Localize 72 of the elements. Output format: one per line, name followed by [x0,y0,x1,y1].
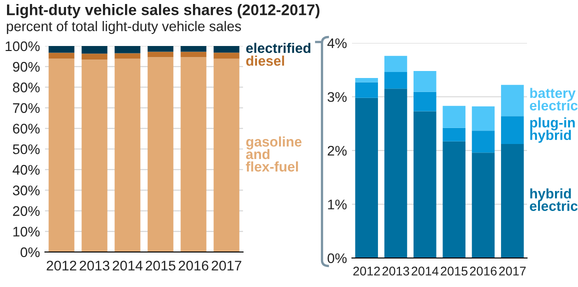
bar [82,54,108,60]
bar [148,57,174,252]
bar [384,88,408,258]
series-label: hybrid electric [530,188,578,211]
y-tick-label: 2% [328,146,347,156]
y-tick-label: 10% [13,226,40,237]
y-tick-label: 3% [328,92,347,102]
bar [355,98,378,258]
bar [214,58,240,252]
bar [114,58,140,252]
y-tick-label: 30% [12,186,40,196]
bar [414,70,436,92]
bar [472,152,495,258]
x-tick-label: 2015 [440,266,468,276]
y-tick-label: 0% [328,253,347,264]
bar [48,58,74,252]
series-label: gasoline and flex-fuel [246,136,302,172]
bar [148,46,174,52]
bar [442,128,466,142]
y-tick-label: 50% [12,144,40,154]
bar [48,52,74,59]
bar [148,52,174,58]
x-tick-label: 2013 [80,260,110,271]
bar [384,56,408,72]
y-tick-label: 0% [20,247,40,258]
series-label: diesel [246,56,284,66]
bar [414,111,436,258]
y-tick-label: 4% [327,38,347,48]
y-tick-label: 60% [13,124,40,134]
y-tick-label: 80% [12,82,40,92]
x-tick-label: 2014 [112,260,143,271]
x-tick-label: 2015 [146,260,176,271]
bar [180,57,206,252]
chart-title: Light-duty vehicle sales shares (2012-2017) [7,4,320,18]
x-tick-label: 2017 [212,260,242,271]
bar [82,46,108,54]
y-tick-label: 100% [6,41,40,52]
bar [501,144,524,258]
bar [214,46,240,53]
chart-subtitle: percent of total light-duty vehicle sales [6,21,241,34]
x-tick-label: 2013 [382,266,410,276]
series-label: electrified [246,42,310,54]
series-label: plug-in hybrid [530,117,575,143]
y-tick-label: 70% [13,103,40,113]
y-tick-label: 90% [12,62,40,72]
x-tick-label: 2016 [470,266,497,276]
bar [214,52,240,59]
bar [472,106,495,131]
x-tick-label: 2014 [412,266,438,276]
bar [384,72,408,89]
x-tick-label: 2012 [46,260,76,271]
series-label: battery electric [530,88,578,110]
bar [442,141,466,258]
x-tick-label: 2016 [178,260,208,271]
bar [472,130,495,153]
bar [114,53,140,59]
y-tick-label: 20% [13,206,40,216]
bar [48,46,74,53]
bar [180,52,206,58]
bar [501,116,524,144]
bar [355,82,378,98]
bar [82,60,108,252]
bar [414,92,436,112]
y-tick-label: 1% [328,200,347,210]
bar [180,46,206,52]
x-tick-label: 2017 [499,266,526,276]
bar [355,78,378,82]
x-tick-label: 2012 [353,266,380,276]
y-tick-label: 40% [12,164,40,175]
bar [442,106,466,128]
bar [114,46,140,54]
bar [501,84,524,116]
